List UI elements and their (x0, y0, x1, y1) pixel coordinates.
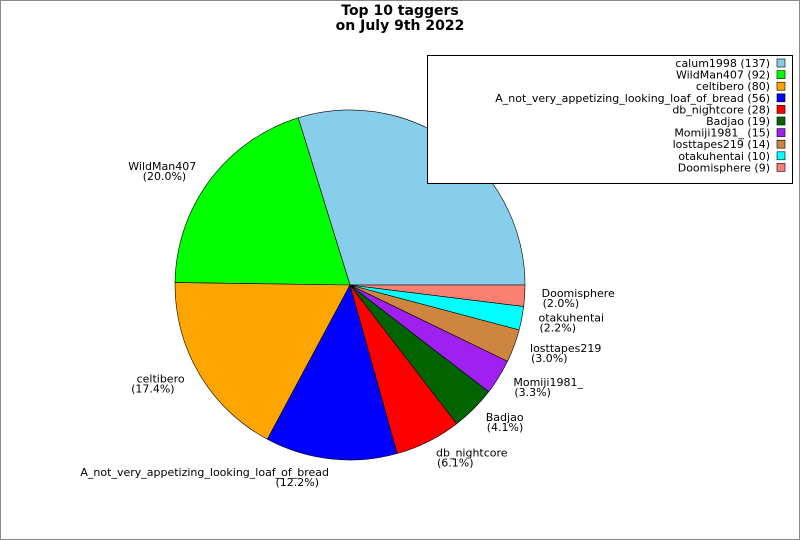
legend-swatch (776, 163, 786, 172)
legend-swatch (776, 105, 786, 114)
slice-label: Momiji1981_ (513, 376, 583, 389)
slice-percent: (2.2%) (540, 321, 577, 334)
slice-percent: (4.1%) (487, 421, 524, 434)
slice-percent: (12.2%) (276, 476, 320, 489)
legend-swatch (776, 128, 786, 137)
slice-percent: (3.3%) (514, 386, 551, 399)
legend-swatch (776, 116, 786, 126)
legend-label: Doomisphere (9) (678, 161, 770, 174)
slice-label: A_not_very_appetizing_looking_loaf_of_br… (80, 466, 329, 479)
legend-swatch (776, 139, 786, 149)
legend-swatch (776, 93, 786, 103)
slice-label: Doomisphere (542, 287, 615, 300)
legend-swatch (776, 81, 786, 91)
legend-label: WildMan407 (92) (676, 69, 770, 82)
legend-label: Momiji1981_ (15) (674, 127, 770, 140)
pie-slice (266, 284, 398, 461)
slice-label: db_nightcore (436, 447, 508, 460)
legend-label: celtibero (80) (696, 80, 770, 93)
pie-slice (174, 117, 351, 286)
slice-label: otakuhentai (539, 311, 605, 324)
slice-label: celtibero (137, 373, 185, 386)
slice-label: Badjao (486, 411, 524, 424)
legend-label: calum1998 (137) (675, 57, 770, 70)
legend-label: A_not_very_appetizing_looking_loaf_of_br… (495, 92, 770, 105)
slice-percent: (2.0%) (543, 297, 580, 310)
legend-label: losttapes219 (14) (673, 138, 770, 151)
legend-box (427, 55, 793, 184)
pie-slice (174, 282, 351, 440)
pie-slice (349, 284, 526, 307)
legend-label: Badjao (19) (706, 115, 770, 128)
slice-percent: (6.1%) (437, 457, 474, 470)
chart-title: Top 10 taggers (341, 3, 458, 19)
slice-label: WildMan407 (128, 160, 196, 173)
legend-swatch (776, 70, 786, 79)
legend-swatch (776, 151, 786, 161)
slice-label: losttapes219 (530, 342, 601, 355)
legend-label: db_nightcore (28) (672, 103, 770, 116)
legend-label: otakuhentai (10) (678, 150, 770, 163)
slice-percent: (20.0%) (143, 170, 187, 183)
slice-percent: (3.0%) (531, 352, 568, 365)
chart-title: on July 9th 2022 (336, 18, 465, 34)
slice-percent: (17.4%) (131, 383, 175, 396)
legend-swatch (776, 58, 786, 68)
